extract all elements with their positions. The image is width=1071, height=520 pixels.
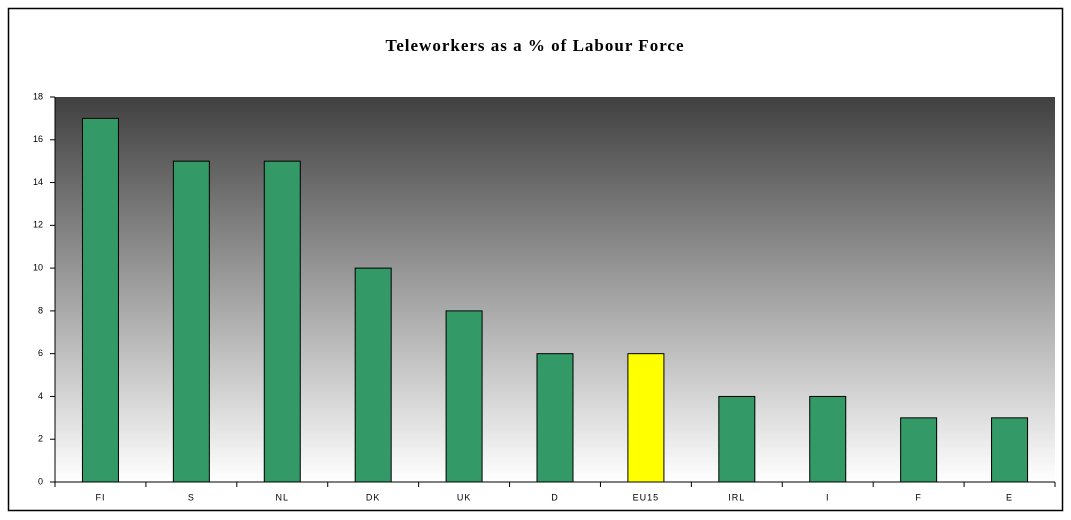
y-tick-label: 0 [38,476,43,486]
bar [991,417,1029,483]
y-tick-label: 18 [33,91,43,101]
x-tick-label: DK [366,492,381,502]
bar [627,353,665,483]
bar [809,395,847,483]
x-tick-label: E [1006,492,1013,502]
x-tick-label: NL [276,492,290,502]
bar [263,160,301,483]
y-tick-label: 8 [38,305,43,315]
y-tick-label: 14 [33,177,43,187]
bar [900,417,938,483]
x-tick-label: IRL [728,492,745,502]
y-tick-label: 6 [38,348,43,358]
bar [718,395,756,483]
chart-title: Teleworkers as a % of Labour Force [385,36,684,55]
bar [536,353,574,483]
bar [354,267,392,483]
y-tick-label: 10 [33,262,43,272]
x-tick-label: EU15 [633,492,660,502]
x-tick-label: F [915,492,922,502]
y-tick-label: 16 [33,134,43,144]
x-tick-label: I [826,492,830,502]
bar [81,117,119,483]
y-tick-label: 12 [33,220,43,230]
x-tick-label: D [551,492,559,502]
x-tick-label: UK [457,492,472,502]
x-tick-label: S [188,492,195,502]
y-tick-label: 2 [38,434,43,444]
y-tick-label: 4 [38,391,43,401]
bar [445,310,483,483]
x-tick-label: FI [95,492,105,502]
bar [172,160,210,483]
